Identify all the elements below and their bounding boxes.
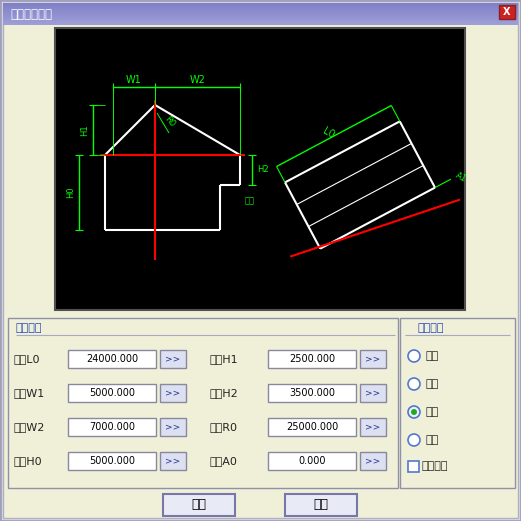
Text: 小小: 小小	[426, 351, 439, 361]
Circle shape	[411, 409, 417, 415]
Text: >>: >>	[165, 456, 181, 465]
Bar	[3, 18, 518, 19]
Text: >>: >>	[365, 389, 381, 398]
Bar	[3, 11, 518, 12]
Text: 25000.000: 25000.000	[286, 422, 338, 432]
Text: 5000.000: 5000.000	[89, 456, 135, 466]
Bar	[499, 5, 515, 19]
Bar	[3, 6, 518, 7]
Text: 24000.000: 24000.000	[86, 354, 138, 364]
Bar	[3, 23, 518, 24]
Bar	[360, 452, 386, 470]
Text: 0.000: 0.000	[298, 456, 326, 466]
Circle shape	[408, 378, 420, 390]
Circle shape	[408, 406, 420, 418]
Bar	[360, 384, 386, 402]
Bar	[360, 418, 386, 436]
Bar	[3, 19, 518, 20]
Text: >>: >>	[365, 354, 381, 364]
Bar	[3, 7, 518, 8]
Text: 2500.000: 2500.000	[289, 354, 335, 364]
Text: 脊宽W2: 脊宽W2	[14, 422, 45, 432]
Bar	[160, 350, 186, 368]
Bar	[268, 418, 356, 436]
Bar	[3, 21, 518, 22]
Text: >>: >>	[365, 423, 381, 431]
Text: >>: >>	[165, 354, 181, 364]
Bar	[3, 4, 518, 5]
Bar	[3, 10, 518, 11]
Circle shape	[408, 434, 420, 446]
Text: H2: H2	[257, 166, 269, 175]
Bar	[160, 384, 186, 402]
Text: 脊宽W1: 脊宽W1	[14, 388, 45, 398]
Text: 3500.000: 3500.000	[289, 388, 335, 398]
Text: 5000.000: 5000.000	[89, 388, 135, 398]
Text: 线角组合: 线角组合	[418, 323, 444, 333]
Bar	[285, 494, 357, 516]
Text: 实体合并: 实体合并	[422, 462, 449, 472]
Text: 角度A0: 角度A0	[210, 456, 238, 466]
Bar	[68, 418, 156, 436]
Bar	[408, 461, 419, 472]
Bar	[3, 16, 518, 17]
Bar	[3, 12, 518, 13]
Bar	[68, 452, 156, 470]
Text: 半径R0: 半径R0	[210, 422, 238, 432]
Text: 线角: 线角	[245, 196, 255, 205]
Text: H0: H0	[67, 187, 76, 199]
Bar	[3, 14, 518, 15]
Text: 大小: 大小	[426, 435, 439, 445]
Text: 脊长L0: 脊长L0	[14, 354, 41, 364]
Bar	[163, 494, 235, 516]
Text: 脊高H1: 脊高H1	[210, 354, 239, 364]
Bar	[8, 318, 398, 488]
Bar	[268, 452, 356, 470]
Text: X: X	[503, 7, 511, 17]
Text: >>: >>	[365, 456, 381, 465]
Text: L0: L0	[321, 126, 337, 140]
Bar	[68, 350, 156, 368]
Text: >>: >>	[165, 423, 181, 431]
Bar	[268, 350, 356, 368]
Bar	[3, 20, 518, 21]
Text: 小大: 小大	[426, 407, 439, 417]
Text: H1: H1	[81, 124, 90, 136]
Bar	[3, 24, 518, 25]
Text: 「微派建筑」: 「微派建筑」	[10, 7, 52, 20]
Text: A1: A1	[454, 171, 468, 184]
Bar	[160, 418, 186, 436]
Bar	[400, 318, 515, 488]
Text: 取消: 取消	[314, 499, 329, 512]
Bar	[3, 13, 518, 14]
Bar	[3, 9, 518, 10]
Text: 脊高H2: 脊高H2	[210, 388, 239, 398]
Bar	[268, 384, 356, 402]
Bar	[3, 8, 518, 9]
Bar	[3, 3, 518, 4]
Text: >>: >>	[165, 389, 181, 398]
Text: 确定: 确定	[192, 499, 206, 512]
Bar	[3, 15, 518, 16]
Bar	[3, 17, 518, 18]
Text: 参数设置: 参数设置	[16, 323, 43, 333]
Bar	[3, 22, 518, 23]
Text: 房高H0: 房高H0	[14, 456, 43, 466]
Bar	[55, 28, 465, 310]
Text: R0: R0	[163, 115, 177, 129]
Bar	[3, 5, 518, 6]
Bar	[68, 384, 156, 402]
Text: 7000.000: 7000.000	[89, 422, 135, 432]
Text: 大大: 大大	[426, 379, 439, 389]
Text: W2: W2	[190, 75, 205, 85]
Bar	[160, 452, 186, 470]
Circle shape	[408, 350, 420, 362]
Bar	[360, 350, 386, 368]
Text: W1: W1	[126, 75, 142, 85]
